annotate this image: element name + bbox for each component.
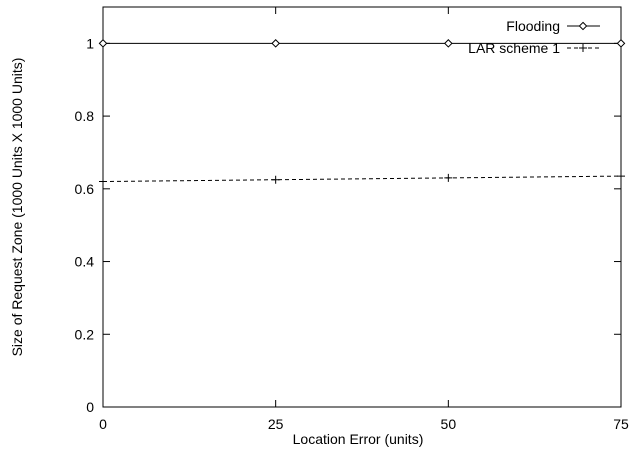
x-axis-label: Location Error (units) bbox=[293, 431, 424, 447]
data-point-marker bbox=[271, 175, 280, 184]
data-point-marker bbox=[617, 172, 625, 181]
x-tick-label: 25 bbox=[268, 416, 284, 432]
legend-marker bbox=[579, 44, 587, 52]
y-tick-label: 0.6 bbox=[75, 181, 95, 197]
legend-label: Flooding bbox=[506, 18, 560, 34]
y-axis-label: Size of Request Zone (1000 Units X 1000 … bbox=[9, 58, 25, 357]
series-flooding bbox=[98, 39, 626, 48]
data-point-marker bbox=[98, 39, 108, 48]
x-axis-ticks: 0 25 50 75 bbox=[99, 7, 629, 432]
x-tick-label: 0 bbox=[99, 416, 107, 432]
data-point-marker bbox=[444, 173, 453, 182]
y-tick-label: 0.2 bbox=[75, 326, 95, 342]
series-line bbox=[102, 175, 622, 183]
series-lar-scheme-1 bbox=[99, 172, 625, 186]
data-point-marker bbox=[271, 39, 280, 48]
y-tick-label: 1 bbox=[86, 35, 94, 51]
data-point-marker bbox=[616, 39, 626, 48]
plot-frame bbox=[102, 6, 622, 408]
y-tick-label: 0 bbox=[86, 399, 94, 415]
x-tick-label: 50 bbox=[441, 416, 457, 432]
data-point-marker bbox=[99, 177, 107, 186]
x-tick-label: 75 bbox=[613, 416, 629, 432]
legend-label: LAR scheme 1 bbox=[468, 40, 560, 56]
legend-marker bbox=[578, 21, 588, 31]
data-point-marker bbox=[444, 39, 453, 48]
legend: Flooding LAR scheme 1 bbox=[468, 18, 600, 56]
y-tick-label: 0.8 bbox=[75, 108, 95, 124]
y-axis-ticks: 0 0.2 0.4 0.6 0.8 1 bbox=[75, 35, 621, 415]
y-tick-label: 0.4 bbox=[75, 254, 95, 270]
series-layer bbox=[98, 39, 626, 186]
